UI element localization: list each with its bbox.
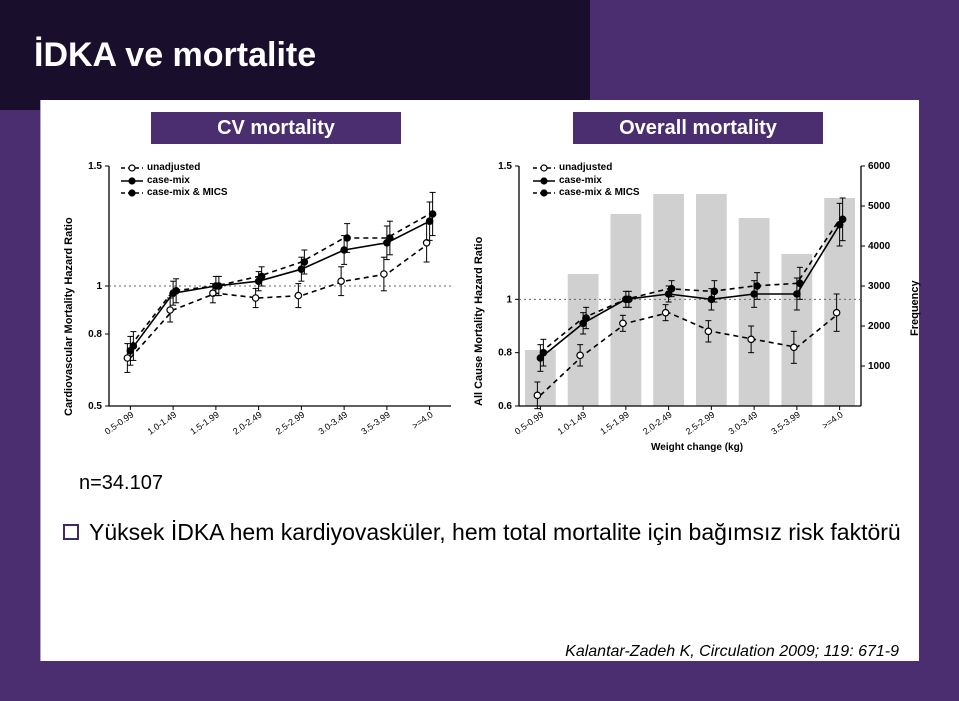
svg-text:>=4.0: >=4.0 <box>820 409 845 430</box>
svg-text:1: 1 <box>96 281 102 292</box>
legend-right: unadjustedcase-mixcase-mix & MICS <box>533 162 640 200</box>
svg-text:3.0-3.49: 3.0-3.49 <box>726 409 759 436</box>
slide-title: İDKA ve mortalite <box>34 36 316 75</box>
legend-item: case-mix <box>533 175 640 188</box>
svg-text:5000: 5000 <box>868 201 891 212</box>
svg-text:2000: 2000 <box>868 321 891 332</box>
svg-text:1.5-1.99: 1.5-1.99 <box>188 409 221 436</box>
overall-mortality-chart: 0.6 0.8 1 1.5 1000 2000 3000 4000 5000 6000 0.5-0.… <box>471 156 911 456</box>
svg-text:3000: 3000 <box>868 281 891 292</box>
right-y-axis-label-left: All Cause Mortality Hazard Ratio <box>473 237 485 406</box>
svg-text:1: 1 <box>506 294 512 305</box>
svg-text:1.5: 1.5 <box>88 161 102 172</box>
svg-text:2.0-2.49: 2.0-2.49 <box>641 409 674 436</box>
svg-text:1.5: 1.5 <box>498 161 512 172</box>
left-y-axis-label: Cardiovascular Mortality Hazard Ratio <box>63 217 75 416</box>
svg-text:0.8: 0.8 <box>498 348 512 359</box>
svg-text:0.5-0.99: 0.5-0.99 <box>103 409 136 436</box>
right-y-axis-label-right: Frequency <box>909 280 921 336</box>
legend-label: case-mix <box>559 175 602 188</box>
svg-text:0.5-0.99: 0.5-0.99 <box>513 409 546 436</box>
cv-mortality-chart: 0.5 0.8 1 1.5 0.5-0.99 1.0-1.49 1.5-1.99 2.0-2.… <box>61 156 461 456</box>
svg-text:0.6: 0.6 <box>498 401 512 412</box>
right-x-axis-label: Weight change (kg) <box>651 442 743 453</box>
svg-text:2.5-2.99: 2.5-2.99 <box>684 409 717 436</box>
legend-label: case-mix <box>147 175 190 188</box>
bullet-text: Yüksek İDKA hem kardiyovasküler, hem tot… <box>89 518 901 547</box>
legend-label: unadjusted <box>559 162 612 175</box>
title-bar: İDKA ve mortalite <box>0 0 590 110</box>
legend-item: case-mix & MICS <box>533 187 640 200</box>
legend-item: unadjusted <box>533 162 640 175</box>
citation: Kalantar-Zadeh K, Circulation 2009; 119:… <box>565 643 899 661</box>
svg-text:1000: 1000 <box>868 361 891 372</box>
svg-text:4000: 4000 <box>868 241 891 252</box>
left-subtitle: CV mortality <box>151 112 401 144</box>
svg-text:3.5-3.99: 3.5-3.99 <box>769 409 802 436</box>
right-subtitle: Overall mortality <box>573 112 823 144</box>
svg-text:3.0-3.49: 3.0-3.49 <box>316 409 349 436</box>
bullet-row: Yüksek İDKA hem kardiyovasküler, hem tot… <box>63 518 901 547</box>
svg-text:0.5: 0.5 <box>88 401 102 412</box>
svg-text:1.0-1.49: 1.0-1.49 <box>145 409 178 436</box>
legend-label: case-mix & MICS <box>147 187 228 200</box>
svg-text:0.8: 0.8 <box>88 329 102 340</box>
legend-label: unadjusted <box>147 162 200 175</box>
body-panel: CV mortality Overall mortality 0.5 0.8 1 1.… <box>40 100 919 661</box>
svg-text:3.5-3.99: 3.5-3.99 <box>359 409 392 436</box>
legend-item: case-mix <box>121 175 228 188</box>
legend-left: unadjustedcase-mixcase-mix & MICS <box>121 162 228 200</box>
legend-item: case-mix & MICS <box>121 187 228 200</box>
overall-chart-svg: 0.6 0.8 1 1.5 1000 2000 3000 4000 5000 6000 0.5-0.… <box>471 156 911 456</box>
slide: İDKA ve mortalite CV mortality Overall m… <box>0 0 959 701</box>
svg-text:1.5-1.99: 1.5-1.99 <box>598 409 631 436</box>
cv-chart-svg: 0.5 0.8 1 1.5 0.5-0.99 1.0-1.49 1.5-1.99 2.0-2.… <box>61 156 461 456</box>
svg-text:2.5-2.99: 2.5-2.99 <box>274 409 307 436</box>
svg-text:6000: 6000 <box>868 161 891 172</box>
svg-text:1.0-1.49: 1.0-1.49 <box>555 409 588 436</box>
svg-text:2.0-2.49: 2.0-2.49 <box>231 409 264 436</box>
n-label: n=34.107 <box>79 472 163 495</box>
svg-text:>=4.0: >=4.0 <box>410 409 435 430</box>
legend-item: unadjusted <box>121 162 228 175</box>
bullet-icon <box>63 524 79 540</box>
legend-label: case-mix & MICS <box>559 187 640 200</box>
